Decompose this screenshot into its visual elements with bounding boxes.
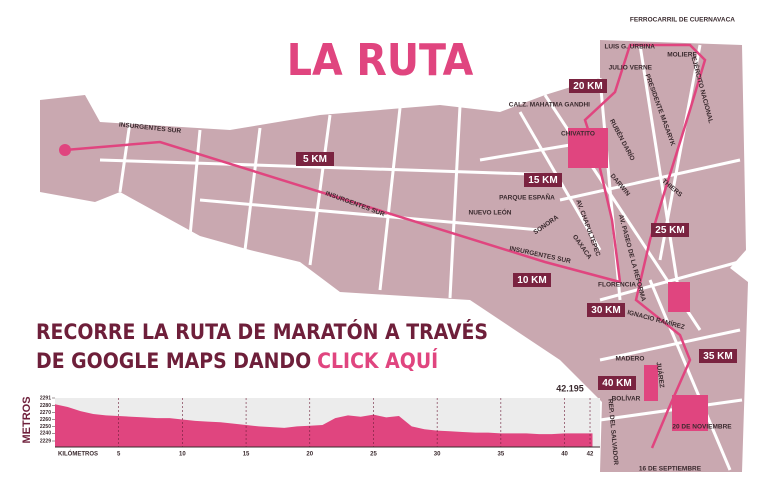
street-label: FLORENCIA <box>598 282 636 289</box>
x-tick-label: 20 <box>306 452 313 458</box>
y-tick-label: 2229 <box>40 438 51 444</box>
street-label: LUIS G. URBINA <box>604 44 655 51</box>
km-label: 15 KM <box>528 175 557 186</box>
y-tick-label: 2270 <box>40 410 51 416</box>
x-tick-label: 30 <box>434 452 441 458</box>
cta-line: RECORRE LA RUTA DE MARATÓN A TRAVÉS <box>36 319 488 344</box>
y-tick-label: 2260 <box>40 417 51 423</box>
y-tick-label: 2240 <box>40 431 51 437</box>
map <box>40 40 748 472</box>
km-label: 40 KM <box>602 378 631 389</box>
km-box <box>699 349 737 363</box>
street-label: CALZ. MAHATMA GANDHI <box>509 102 590 109</box>
km-box <box>513 273 551 287</box>
tower-icon <box>644 365 658 401</box>
km-box <box>651 223 689 237</box>
start-icon <box>59 144 71 156</box>
cta-line: DE GOOGLE MAPS DANDO CLICK AQUÍ <box>36 348 438 373</box>
km-label: 10 KM <box>517 275 546 286</box>
palace-icon <box>672 395 708 431</box>
street-label: BOLÍVAR <box>612 394 641 403</box>
x-tick-label: 35 <box>498 452 505 458</box>
km-box <box>598 376 636 390</box>
street-label: PARQUE ESPAÑA <box>499 193 555 202</box>
x-tick-label: 25 <box>370 452 377 458</box>
x-tick-label: 15 <box>243 452 250 458</box>
km-label: 20 KM <box>573 81 602 92</box>
km-label: 25 KM <box>655 225 684 236</box>
street-label: CHIVATITO <box>561 131 595 138</box>
y-tick-label: 2291 <box>40 395 51 401</box>
cta-text: DE GOOGLE MAPS DANDO <box>36 349 311 373</box>
km-label: 5 KM <box>303 154 327 165</box>
street-label: FERROCARRIL DE CUERNAVACA <box>630 17 735 24</box>
elevation-area <box>55 404 593 447</box>
km-box <box>524 173 562 187</box>
x-tick-label: 40 <box>561 452 568 458</box>
street-label: NUEVO LEÓN <box>469 208 512 217</box>
km-label: 35 KM <box>703 351 732 362</box>
y-axis-label: METROS <box>21 396 33 443</box>
cta-link[interactable]: CLICK AQUÍ <box>317 348 438 373</box>
street-label: 16 DE SEPTIEMBRE <box>639 466 702 473</box>
km-box <box>296 152 334 166</box>
km-markers: 5 KM 10 KM 15 KM 20 KM 25 KM 30 KM 35 KM 40 KM <box>296 79 737 390</box>
monument-icon <box>668 282 690 312</box>
street-label: MOLIERE <box>667 52 697 59</box>
km-label: 30 KM <box>591 305 620 316</box>
distance-label: 42.195 <box>556 383 584 393</box>
street-label: 20 DE NOVIEMBRE <box>672 424 732 431</box>
title: LA RUTA <box>287 35 474 86</box>
y-tick-label: 2280 <box>40 403 51 409</box>
x-tick-label: 5 <box>117 452 121 458</box>
x-axis-label: KILÓMETROS <box>58 450 98 458</box>
km-box <box>587 303 625 317</box>
x-tick-label: 42 <box>587 452 594 458</box>
route <box>64 43 707 449</box>
street-label: JULIO VERNE <box>609 65 653 72</box>
km-box <box>569 79 607 93</box>
monument-icon <box>568 128 608 168</box>
y-tick-label: 2250 <box>40 424 51 430</box>
elevation-profile: 5 10 15 20 25 30 35 40 42 2291 2280227022602250224… <box>21 383 600 458</box>
x-tick-label: 10 <box>179 452 186 458</box>
street-label: MADERO <box>616 356 645 363</box>
